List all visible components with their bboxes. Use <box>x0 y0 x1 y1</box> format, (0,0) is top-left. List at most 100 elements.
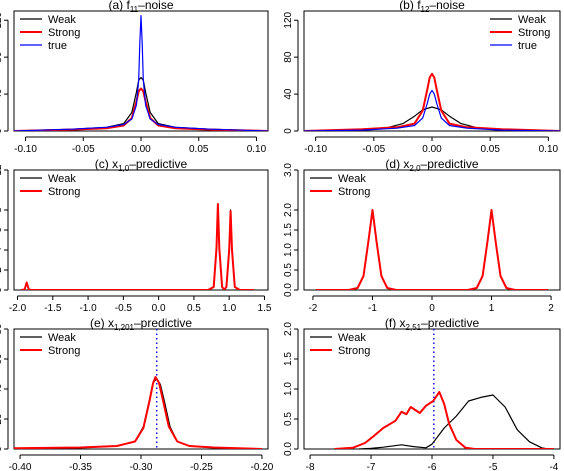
y-tick-label: 40 <box>283 88 294 100</box>
series-line-weak <box>304 106 560 131</box>
legend-label: true <box>518 40 537 52</box>
y-tick-label: 120 <box>283 11 294 28</box>
series-line-weak <box>318 209 546 290</box>
x-tick-label: 0.5 <box>187 303 201 314</box>
x-tick-label: -5 <box>488 462 497 471</box>
y-tick-label: 1.0 <box>283 243 294 257</box>
x-tick-label: 0.05 <box>189 144 209 155</box>
legend-label: Strong <box>518 27 550 39</box>
y-tick-label: 6 <box>0 227 4 233</box>
y-tick-label: 0.5 <box>283 412 294 426</box>
y-tick-label: 0 <box>283 128 294 134</box>
x-tick-label: -2 <box>308 303 317 314</box>
legend-label: Strong <box>48 345 80 357</box>
series-line-true <box>14 15 268 131</box>
x-tick-label: -0.30 <box>130 462 153 471</box>
x-tick-label: -0.05 <box>72 144 95 155</box>
chart-panel-5: (e) x1,201–predictive 0 20 40 60 80 -0.40 -0.35… <box>0 316 274 471</box>
series-line-weak <box>14 76 268 131</box>
y-tick-label: 0.5 <box>283 263 294 277</box>
x-tick-label: -0.05 <box>362 144 385 155</box>
x-tick-label: 0.0 <box>152 303 166 314</box>
plot-area <box>315 209 549 290</box>
x-tick-label: 1.5 <box>258 303 272 314</box>
plot-area <box>20 203 254 290</box>
y-tick-label: 120 <box>0 11 4 28</box>
plot-frame <box>13 10 269 132</box>
plot-area <box>14 15 268 131</box>
plot-frame <box>13 328 269 450</box>
x-tick-label: -0.20 <box>251 462 274 471</box>
y-tick-label: 60 <box>0 353 4 365</box>
y-tick-label: 40 <box>0 88 4 100</box>
x-tick-label: 0.10 <box>247 144 267 155</box>
legend-label: Strong <box>48 186 80 198</box>
legend-label: Weak <box>338 173 366 185</box>
plot-frame <box>303 328 561 450</box>
series-line-strong <box>20 203 254 290</box>
series-line-true <box>304 89 560 131</box>
chart-panel-1: (a) f11–noise 0 40 80 120 -0.10 -0.05 0.00 0.05 0… <box>0 0 269 155</box>
y-tick-label: 1.0 <box>283 382 294 396</box>
legend-label: Weak <box>48 14 76 26</box>
chart-title: (f) x2,51–predictive <box>385 316 480 332</box>
y-tick-label: 80 <box>0 323 4 335</box>
y-tick-label: 80 <box>0 51 4 63</box>
x-tick-label: 1 <box>489 303 495 314</box>
chart-panel-4: (d) x2,0–predictive 0.0 0.5 1.0 1.5 2.0 3.0 -2 -… <box>283 157 561 314</box>
x-tick-label: -0.35 <box>69 462 92 471</box>
x-tick-label: -2.0 <box>9 303 27 314</box>
y-tick-label: 20 <box>0 413 4 425</box>
x-tick-label: -0.5 <box>115 303 133 314</box>
x-tick-label: 0.00 <box>422 144 442 155</box>
chart-panel-3: (c) x1,0–predictive 0 2 4 6 8 12 -2.0 -1.5 -1.0 -0… <box>0 157 272 314</box>
y-tick-label: 2 <box>0 267 4 273</box>
x-tick-label: 0.10 <box>539 144 559 155</box>
x-tick-label: 0 <box>429 303 435 314</box>
y-tick-label: 2.0 <box>283 203 294 217</box>
plot-area <box>334 329 554 449</box>
x-tick-label: -0.10 <box>304 144 327 155</box>
chart-title: (b) f12–noise <box>399 0 465 14</box>
x-tick-label: -8 <box>306 462 315 471</box>
y-tick-label: 3.0 <box>283 163 294 177</box>
x-tick-label: -7 <box>367 462 376 471</box>
series-line-strong <box>334 391 554 449</box>
plot-area <box>14 329 263 449</box>
y-tick-label: 0 <box>0 287 4 293</box>
x-tick-label: 0.00 <box>131 144 151 155</box>
y-tick-label: 80 <box>283 51 294 63</box>
x-tick-label: 1.0 <box>222 303 236 314</box>
plot-area <box>304 72 560 131</box>
legend-label: Strong <box>338 186 370 198</box>
chart-panel-2: (b) f12–noise 0 40 80 120 -0.10 -0.05 0.00 0.05 0… <box>283 0 561 155</box>
legend-label: Weak <box>338 332 366 344</box>
plot-frame <box>303 10 561 132</box>
chart-panel-6: (f) x2,51–predictive 0.0 0.5 1.0 1.5 2.0 -8 -7 -… <box>283 316 561 471</box>
y-tick-label: 2.0 <box>283 322 294 336</box>
legend-label: Weak <box>48 332 76 344</box>
y-tick-label: 1.5 <box>283 223 294 237</box>
x-tick-label: -6 <box>428 462 437 471</box>
y-tick-label: 8 <box>0 207 4 213</box>
legend-label: Strong <box>338 345 370 357</box>
series-line-strong <box>14 87 268 131</box>
y-tick-label: 0.0 <box>283 442 294 456</box>
x-tick-label: -0.10 <box>14 144 37 155</box>
legend-label: Weak <box>48 173 76 185</box>
series-line-strong <box>14 376 263 449</box>
series-line-strong <box>315 209 549 290</box>
y-tick-label: 0 <box>0 128 4 134</box>
y-tick-label: 4 <box>0 247 4 253</box>
chart-title: (d) x2,0–predictive <box>385 157 478 173</box>
x-tick-label: 0.05 <box>480 144 500 155</box>
x-tick-label: -1 <box>368 303 377 314</box>
chart-title: (a) f11–noise <box>108 0 173 14</box>
series-line-weak <box>358 394 548 449</box>
y-tick-label: 0.0 <box>283 283 294 297</box>
